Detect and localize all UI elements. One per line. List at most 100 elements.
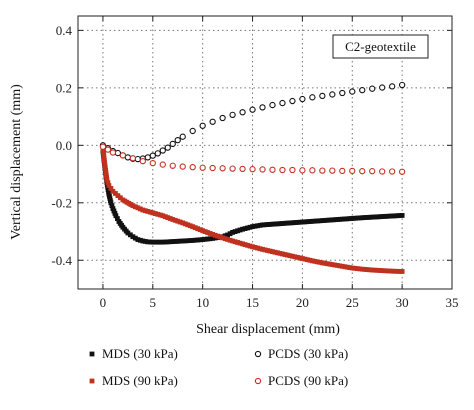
data-point bbox=[240, 241, 245, 247]
data-point bbox=[237, 240, 243, 246]
data-point bbox=[165, 215, 171, 220]
data-point bbox=[300, 256, 305, 261]
data-point bbox=[212, 232, 218, 238]
annotation-frame bbox=[332, 34, 429, 59]
data-point bbox=[230, 229, 235, 235]
data-point bbox=[104, 177, 110, 183]
data-point bbox=[160, 213, 166, 219]
data-point bbox=[379, 168, 386, 175]
y-tick-label: 0.0 bbox=[56, 138, 72, 153]
data-point bbox=[110, 188, 116, 194]
data-point bbox=[180, 238, 186, 244]
y-axis-title: Vertical displacement (mm) bbox=[9, 84, 24, 240]
data-point bbox=[187, 238, 193, 243]
x-tick-label: 20 bbox=[296, 295, 309, 310]
data-point bbox=[309, 258, 315, 264]
data-point bbox=[212, 235, 218, 241]
data-point bbox=[113, 191, 118, 196]
data-point bbox=[290, 253, 295, 259]
data-point bbox=[190, 238, 196, 243]
data-point bbox=[285, 252, 290, 258]
data-point bbox=[282, 252, 288, 257]
x-tick-label: 0 bbox=[100, 295, 107, 310]
data-point bbox=[177, 238, 183, 244]
data-point bbox=[145, 209, 151, 214]
data-point bbox=[329, 262, 335, 267]
plot-area bbox=[78, 16, 452, 289]
data-point bbox=[210, 236, 216, 241]
data-point bbox=[130, 203, 136, 209]
data-point bbox=[329, 91, 336, 98]
data-point bbox=[220, 235, 226, 241]
data-point bbox=[389, 83, 396, 90]
data-point bbox=[235, 228, 240, 234]
data-point bbox=[240, 226, 245, 232]
data-point bbox=[157, 212, 163, 218]
data-point bbox=[242, 242, 248, 248]
y-tick-label: -0.4 bbox=[51, 253, 72, 268]
data-point bbox=[101, 153, 107, 158]
data-point bbox=[162, 239, 168, 245]
data-point bbox=[387, 268, 393, 274]
data-point bbox=[359, 86, 366, 94]
data-point bbox=[259, 104, 266, 111]
data-point bbox=[392, 268, 398, 274]
data-point bbox=[113, 213, 119, 219]
data-point bbox=[372, 267, 378, 273]
data-point bbox=[114, 149, 122, 157]
data-point bbox=[155, 239, 161, 245]
data-point bbox=[207, 231, 213, 236]
data-point bbox=[200, 228, 206, 234]
data-point bbox=[277, 250, 283, 256]
data-point bbox=[232, 229, 238, 234]
data-point bbox=[302, 256, 308, 262]
data-point bbox=[189, 164, 196, 171]
data-point bbox=[195, 226, 201, 232]
data-point bbox=[249, 166, 256, 173]
data-point bbox=[170, 217, 176, 222]
data-point bbox=[132, 204, 138, 210]
data-point bbox=[192, 237, 198, 243]
data-point bbox=[252, 223, 258, 229]
data-point bbox=[179, 163, 186, 170]
data-point bbox=[124, 154, 132, 161]
data-point bbox=[149, 152, 156, 159]
data-point bbox=[139, 157, 146, 165]
data-point bbox=[182, 238, 188, 244]
data-point bbox=[279, 99, 286, 107]
data-point bbox=[295, 254, 300, 260]
data-point bbox=[239, 109, 246, 116]
plot-frame bbox=[77, 15, 453, 290]
data-point bbox=[389, 268, 395, 274]
x-tick-label: 15 bbox=[246, 295, 259, 310]
data-point bbox=[394, 268, 400, 274]
data-point bbox=[142, 239, 148, 244]
data-point bbox=[100, 148, 106, 154]
data-point bbox=[364, 267, 370, 273]
data-point bbox=[279, 166, 286, 174]
data-point bbox=[185, 222, 191, 228]
data-point bbox=[109, 203, 115, 209]
data-point bbox=[115, 193, 121, 199]
data-point bbox=[369, 85, 376, 92]
data-point bbox=[217, 234, 223, 240]
data-point bbox=[349, 167, 356, 175]
data-point bbox=[312, 258, 318, 264]
data-point bbox=[195, 237, 201, 243]
x-tick-label: 5 bbox=[150, 295, 157, 310]
data-point bbox=[152, 211, 158, 216]
data-point bbox=[157, 239, 163, 245]
data-point bbox=[150, 239, 156, 245]
data-point bbox=[270, 249, 275, 255]
data-point bbox=[101, 150, 106, 156]
legend-marker bbox=[89, 378, 95, 384]
data-point bbox=[179, 133, 186, 140]
data-point bbox=[309, 167, 316, 174]
data-point bbox=[324, 261, 330, 267]
data-point bbox=[175, 238, 181, 244]
data-point bbox=[398, 168, 406, 175]
data-point bbox=[149, 159, 156, 167]
data-point bbox=[304, 257, 310, 263]
legend-item: MDS (30 kPa) bbox=[89, 346, 178, 361]
x-tick-label: 35 bbox=[446, 295, 459, 310]
